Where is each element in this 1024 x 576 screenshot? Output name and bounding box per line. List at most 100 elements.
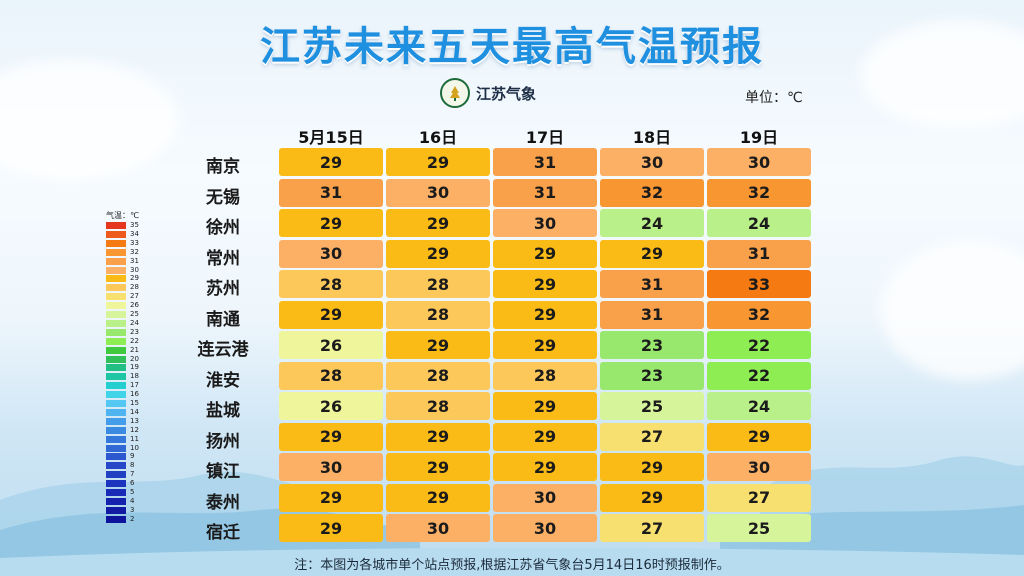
legend-swatch [106,319,126,327]
legend-swatch [106,444,126,452]
legend-tick-label: 15 [130,399,139,407]
city-label: 泰州 [206,492,240,513]
logo-text: 江苏气象 [476,84,537,103]
temperature-cell: 26 [279,331,383,359]
city-label: 无锡 [206,187,240,208]
temperature-cell: 29 [600,453,704,481]
legend-swatch [106,480,126,488]
legend-swatch [106,337,126,345]
city-label: 淮安 [206,370,240,391]
temperature-cell: 29 [386,483,490,512]
legend-swatch [106,364,126,372]
temperature-cell: 30 [707,148,811,176]
temperature-cell: 29 [600,483,704,512]
city-label: 镇江 [206,462,240,482]
temperature-cell: 29 [386,453,490,481]
temperature-cell: 32 [707,300,811,329]
legend-tick-label: 32 [130,247,139,256]
background-cloud [0,60,180,180]
legend-tick-label: 34 [130,229,139,238]
temperature-cell: 29 [493,392,597,420]
legend-tick-label: 2 [130,514,135,523]
temperature-cell: 31 [600,270,704,298]
legend-tick-label: 7 [130,470,135,479]
legend-swatch [106,311,126,318]
city-label: 宿迁 [206,523,240,543]
city-label: 连云港 [197,340,249,360]
legend-swatch [106,373,126,381]
temperature-cell: 31 [707,239,811,268]
legend-swatch [106,417,126,425]
city-label: 南京 [206,157,240,177]
temperature-cell: 24 [707,392,811,420]
temperature-cell: 33 [707,270,811,298]
temperature-cell: 29 [493,239,597,268]
legend-tick-label: 17 [130,381,139,390]
temperature-cell: 24 [600,209,704,237]
legend-tick-label: 5 [130,488,135,496]
temperature-cell: 29 [279,514,383,542]
background-cloud [860,20,1024,130]
legend-swatch [106,435,126,443]
legend-swatch [106,382,126,390]
legend-tick-label: 9 [130,452,135,461]
legend-swatch [106,462,126,470]
temperature-cell: 29 [493,453,597,481]
city-label: 徐州 [206,218,240,238]
temperature-cell: 27 [707,483,811,512]
legend-swatch [106,257,126,265]
legend-swatch [106,400,126,407]
temperature-cell: 29 [493,422,597,451]
legend-tick-label: 19 [130,363,139,372]
legend-swatch [106,302,126,310]
legend-tick-label: 13 [130,416,139,425]
city-label: 南通 [206,309,240,330]
temperature-cell: 29 [279,422,383,451]
temperature-cell: 29 [279,209,383,237]
legend-tick-label: 27 [130,292,139,301]
footnote: 注：本图为各城市单个站点预报,根据江苏省气象台5月14日16时预报制作。 [294,558,730,573]
legend-tick-label: 14 [130,407,139,416]
legend-swatch [106,293,126,301]
temperature-cell: 32 [707,178,811,207]
temperature-cell: 29 [600,239,704,268]
temperature-cell: 23 [600,331,704,359]
temperature-cell: 31 [279,178,383,207]
temperature-cell: 29 [386,331,490,359]
temperature-cell: 30 [707,453,811,481]
legend-swatch [106,408,126,416]
temperature-cell: 25 [707,514,811,542]
background-cloud [880,240,1024,380]
legend-tick-label: 20 [130,354,139,363]
temperature-cell: 27 [600,514,704,542]
temperature-cell: 29 [386,239,490,268]
temperature-cell: 29 [707,422,811,451]
column-header: 16日 [418,128,458,147]
column-header: 17日 [525,128,565,147]
temperature-cell: 30 [493,483,597,512]
temperature-cell: 26 [279,392,383,420]
column-header: 19日 [739,128,779,147]
legend-tick-label: 24 [130,318,139,327]
unit-label: 单位：℃ [745,90,803,106]
legend-tick-label: 10 [130,443,139,452]
temperature-cell: 29 [279,483,383,512]
legend-swatch [106,222,126,229]
legend-tick-label: 22 [130,336,139,345]
temperature-cell: 29 [493,270,597,298]
temperature-cell: 23 [600,361,704,390]
legend-swatch [106,346,126,354]
legend-tick-label: 12 [130,425,139,434]
temperature-cell: 30 [279,239,383,268]
temperature-cell: 30 [600,148,704,176]
legend-title: 气温：℃ [106,211,139,220]
legend-swatch [106,328,126,336]
city-label: 常州 [206,248,240,269]
temperature-cell: 28 [279,270,383,298]
temperature-cell: 31 [600,300,704,329]
legend-swatch [106,506,126,514]
legend-tick-label: 16 [130,390,139,399]
temperature-cell: 22 [707,331,811,359]
legend-swatch [106,471,126,479]
temperature-cell: 28 [386,270,490,298]
